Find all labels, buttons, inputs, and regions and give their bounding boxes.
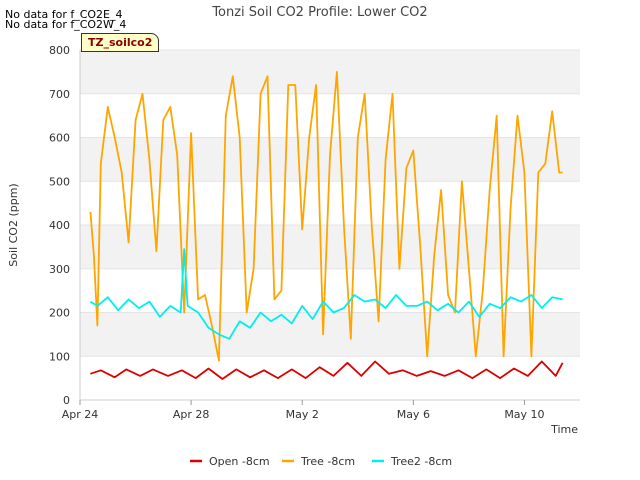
x-axis-label: Time [550, 423, 578, 436]
y-tick-label: 700 [49, 88, 70, 101]
no-data-note-2: No data for f_CO2W_4 [5, 18, 127, 31]
x-tick-label: Apr 24 [62, 408, 99, 421]
y-tick-label: 100 [49, 350, 70, 363]
grid-band [80, 50, 580, 94]
series-line-2 [89, 248, 563, 340]
x-tick-label: Apr 28 [173, 408, 210, 421]
y-tick-label: 800 [49, 44, 70, 57]
x-tick-label: May 10 [504, 408, 544, 421]
legend-label-0: Open -8cm [209, 455, 270, 468]
x-tick-label: May 6 [397, 408, 430, 421]
legend: Open -8cm Tree -8cm Tree2 -8cm [190, 455, 452, 468]
series-line-0 [90, 360, 564, 380]
y-axis-label: Soil CO2 (ppm) [7, 183, 20, 266]
x-tick-label: May 2 [286, 408, 319, 421]
y-tick-label: 300 [49, 263, 70, 276]
legend-label-2: Tree2 -8cm [390, 455, 452, 468]
grid-band [80, 312, 580, 357]
chart-title: Tonzi Soil CO2 Profile: Lower CO2 [211, 5, 427, 20]
y-tick-label: 200 [49, 307, 70, 320]
no-data-note-1: No data for f_CO2E_4 [5, 8, 123, 21]
y-tick-label: 400 [49, 219, 70, 232]
grid-band [80, 225, 580, 269]
y-tick-label: 500 [49, 175, 70, 188]
y-tick-label: 600 [49, 132, 70, 145]
site-tag: TZ_soilco2 [81, 33, 160, 52]
series-line-1 [89, 71, 563, 362]
y-tick-label: 0 [63, 394, 70, 407]
legend-label-1: Tree -8cm [300, 455, 355, 468]
